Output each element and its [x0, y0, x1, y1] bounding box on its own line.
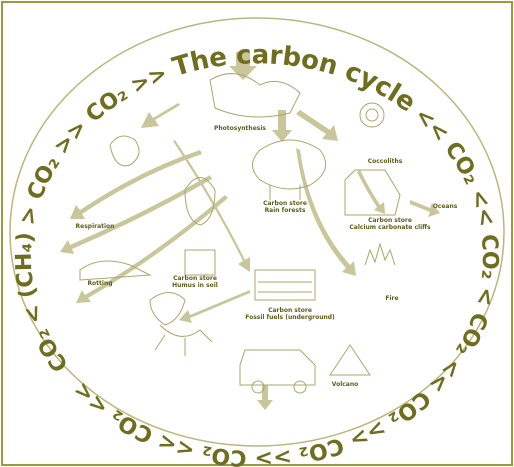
stage-label: Carbon store	[263, 200, 307, 207]
stage-label: Rotting	[87, 280, 112, 287]
stage-label: Carbon store	[368, 217, 412, 224]
stage-label: Fire	[385, 295, 398, 302]
page: CO₂ < (CH₄) > CO₂ >> CO₂ >> The carbon c…	[0, 0, 514, 467]
stage-label: Coccoliths	[368, 158, 403, 165]
stage-label: Volcano	[332, 381, 359, 388]
stage-label: Humus in soil	[172, 282, 218, 289]
stage-label: Calcium carbonate cliffs	[349, 224, 431, 231]
stage-label: Fossil fuels (underground)	[245, 314, 335, 321]
stage-label: Photosynthesis	[214, 125, 266, 132]
stage-label: Oceans	[433, 203, 458, 210]
stage-label: Rain forests	[265, 207, 306, 214]
stage-label: Carbon store	[268, 307, 312, 314]
stage-label: Carbon store	[173, 275, 217, 282]
stage-label: Respiration	[76, 223, 115, 230]
